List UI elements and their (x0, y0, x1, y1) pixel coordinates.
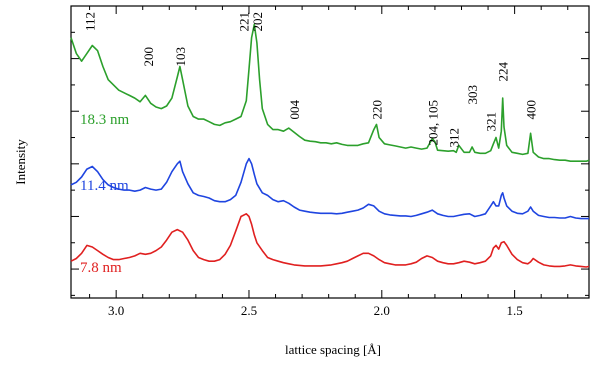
x-tick-label: 3.0 (108, 303, 124, 318)
x-axis-title: lattice spacing [Å] (285, 342, 381, 357)
peak-label: 224 (496, 62, 511, 82)
x-tick-label: 2.0 (374, 303, 390, 318)
series-line-18-3-nm (70, 23, 590, 162)
series-label: 18.3 nm (80, 112, 130, 128)
peak-label: 202 (250, 12, 265, 32)
peak-label: 204, 105 (425, 100, 440, 146)
peak-label: 400 (524, 100, 539, 120)
peak-label: 312 (447, 128, 462, 148)
series-line-11-4-nm (70, 157, 589, 220)
peak-label: 220 (370, 100, 385, 120)
peak-label: 321 (484, 112, 499, 132)
y-axis-title: Intensity (13, 139, 28, 185)
peak-label: 221 (237, 12, 252, 32)
peak-label: 103 (173, 47, 188, 67)
plot-frame (70, 5, 590, 299)
series-line-7-8-nm (70, 213, 590, 268)
peak-label: 303 (465, 85, 480, 105)
peak-label: 200 (141, 47, 156, 67)
x-tick-label: 1.5 (506, 303, 522, 318)
peak-label: 112 (83, 12, 98, 31)
peak-label: 004 (287, 100, 302, 120)
series-label: 11.4 nm (80, 178, 129, 194)
x-tick-label: 2.5 (241, 303, 257, 318)
series-label: 7.8 nm (80, 260, 122, 276)
